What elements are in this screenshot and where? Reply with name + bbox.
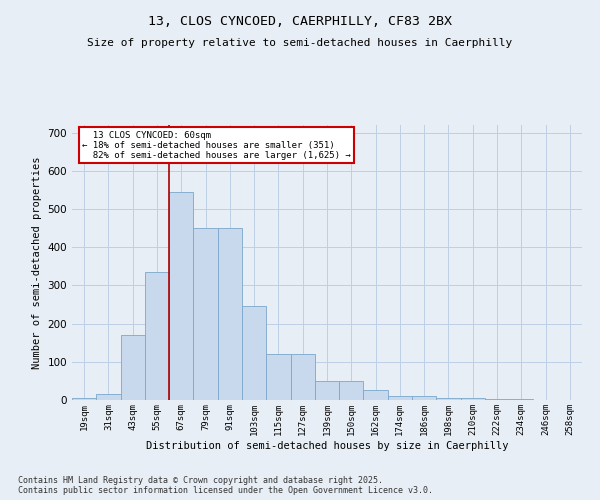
X-axis label: Distribution of semi-detached houses by size in Caerphilly: Distribution of semi-detached houses by … (146, 440, 508, 450)
Bar (266, 354, 290, 400)
Text: Contains HM Land Registry data © Crown copyright and database right 2025.
Contai: Contains HM Land Registry data © Crown c… (18, 476, 433, 495)
Bar (218, 228, 242, 400)
Bar (339, 381, 364, 400)
Bar (121, 335, 145, 400)
Text: 13, CLOS CYNCOED, CAERPHILLY, CF83 2BX: 13, CLOS CYNCOED, CAERPHILLY, CF83 2BX (148, 15, 452, 28)
Bar (412, 396, 436, 400)
Bar (72, 398, 96, 400)
Text: 13 CLOS CYNCOED: 60sqm
← 18% of semi-detached houses are smaller (351)
  82% of : 13 CLOS CYNCOED: 60sqm ← 18% of semi-det… (82, 130, 351, 160)
Bar (96, 394, 121, 400)
Bar (290, 354, 315, 400)
Bar (364, 390, 388, 400)
Text: Size of property relative to semi-detached houses in Caerphilly: Size of property relative to semi-detach… (88, 38, 512, 48)
Bar (436, 398, 461, 400)
Y-axis label: Number of semi-detached properties: Number of semi-detached properties (32, 156, 42, 369)
Bar (145, 272, 169, 400)
Bar (485, 399, 509, 400)
Bar (169, 192, 193, 400)
Bar (242, 306, 266, 400)
Bar (461, 398, 485, 400)
Bar (509, 399, 533, 400)
Bar (388, 396, 412, 400)
Bar (193, 228, 218, 400)
Bar (315, 381, 339, 400)
